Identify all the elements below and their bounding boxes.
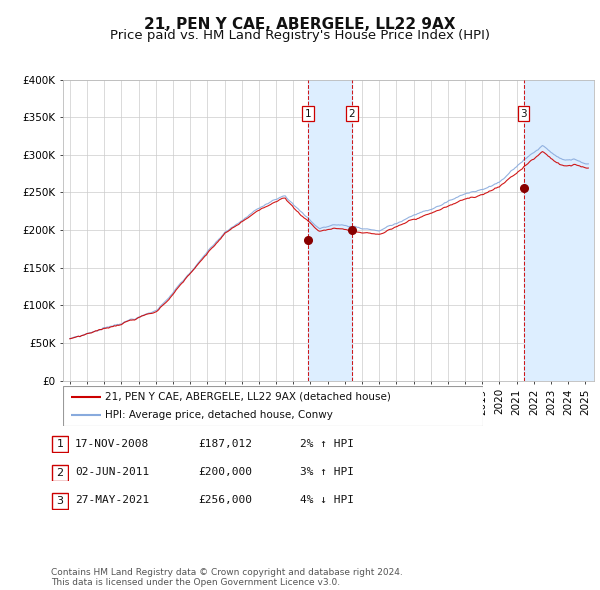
Text: 4% ↓ HPI: 4% ↓ HPI — [300, 496, 354, 505]
Text: Price paid vs. HM Land Registry's House Price Index (HPI): Price paid vs. HM Land Registry's House … — [110, 30, 490, 42]
Text: HPI: Average price, detached house, Conwy: HPI: Average price, detached house, Conw… — [105, 410, 333, 420]
Text: 17-NOV-2008: 17-NOV-2008 — [75, 439, 149, 448]
Bar — [308, 80, 352, 381]
Text: £256,000: £256,000 — [198, 496, 252, 505]
Text: 2: 2 — [349, 109, 355, 119]
Bar — [524, 80, 594, 381]
Text: 2% ↑ HPI: 2% ↑ HPI — [300, 439, 354, 448]
Text: 3: 3 — [56, 496, 64, 506]
Text: 02-JUN-2011: 02-JUN-2011 — [75, 467, 149, 477]
Text: 27-MAY-2021: 27-MAY-2021 — [75, 496, 149, 505]
Text: £187,012: £187,012 — [198, 439, 252, 448]
Text: 3: 3 — [520, 109, 527, 119]
Text: 21, PEN Y CAE, ABERGELE, LL22 9AX: 21, PEN Y CAE, ABERGELE, LL22 9AX — [144, 17, 456, 31]
Text: 21, PEN Y CAE, ABERGELE, LL22 9AX (detached house): 21, PEN Y CAE, ABERGELE, LL22 9AX (detac… — [105, 392, 391, 402]
Text: Contains HM Land Registry data © Crown copyright and database right 2024.
This d: Contains HM Land Registry data © Crown c… — [51, 568, 403, 587]
Text: 2: 2 — [56, 468, 64, 477]
Text: 3% ↑ HPI: 3% ↑ HPI — [300, 467, 354, 477]
Text: £200,000: £200,000 — [198, 467, 252, 477]
Text: 1: 1 — [305, 109, 312, 119]
Text: 1: 1 — [56, 440, 64, 449]
